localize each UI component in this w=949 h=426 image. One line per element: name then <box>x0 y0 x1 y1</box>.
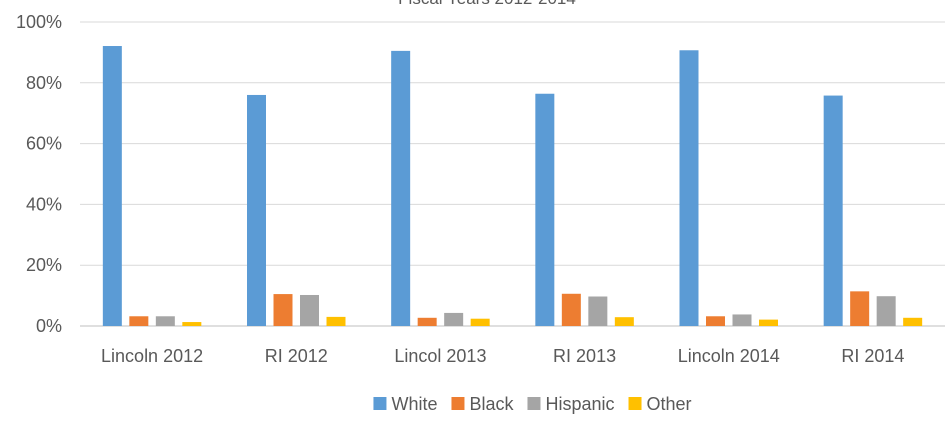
legend-swatch-black <box>451 397 465 410</box>
legend: White Black Hispanic Other <box>373 394 692 414</box>
y-tick-label: 20% <box>26 255 62 275</box>
legend-label-white: White <box>391 394 437 414</box>
bar-hispanic <box>876 296 896 326</box>
y-tick-label: 40% <box>26 194 62 214</box>
legend-label-other: Other <box>647 394 692 414</box>
x-tick-label: RI 2013 <box>553 346 616 366</box>
gridlines <box>80 21 945 327</box>
legend-swatch-other <box>628 397 642 410</box>
bar-black <box>417 317 437 326</box>
bar-other <box>614 317 634 326</box>
bar-hispanic <box>732 314 752 326</box>
bar-hispanic <box>444 312 464 326</box>
bar-black <box>561 293 581 326</box>
legend-label-black: Black <box>469 394 514 414</box>
legend-swatch-hispanic <box>527 397 541 410</box>
chart-title: Fiscal Years 2012-2014 <box>398 0 576 8</box>
bar-other <box>326 316 346 326</box>
bar-white <box>247 94 266 327</box>
bars <box>102 46 923 327</box>
y-tick-label: 100% <box>16 12 62 32</box>
x-axis-tick-labels: Lincoln 2012 RI 2012 Lincol 2013 RI 2013 Lin… <box>101 346 904 366</box>
y-tick-label: 80% <box>26 73 62 93</box>
legend-label-hispanic: Hispanic <box>545 394 614 414</box>
bar-black <box>706 316 725 326</box>
bar-black <box>850 291 870 326</box>
bar-white <box>391 50 411 326</box>
y-tick-label: 60% <box>26 134 62 154</box>
y-axis-tick-labels: 0% 20% 40% 60% 80% 100% <box>16 12 62 336</box>
legend-swatch-white <box>373 397 387 410</box>
x-tick-label: Lincol 2013 <box>394 346 486 366</box>
x-tick-label: RI 2014 <box>841 346 904 366</box>
bar-black <box>273 294 293 326</box>
bar-other <box>182 322 202 326</box>
bar-other <box>470 318 490 326</box>
bar-hispanic <box>155 316 175 326</box>
y-tick-label: 0% <box>36 316 62 336</box>
bar-other <box>903 317 923 326</box>
bar-other <box>759 319 778 326</box>
bar-black <box>129 316 149 326</box>
bar-white <box>823 95 843 327</box>
x-tick-label: Lincoln 2014 <box>678 346 780 366</box>
x-tick-label: Lincoln 2012 <box>101 346 203 366</box>
bar-white <box>535 93 555 326</box>
x-tick-label: RI 2012 <box>265 346 328 366</box>
bar-white <box>679 50 699 326</box>
bar-hispanic <box>300 294 319 326</box>
bar-hispanic <box>588 296 608 326</box>
bar-white <box>102 46 122 327</box>
